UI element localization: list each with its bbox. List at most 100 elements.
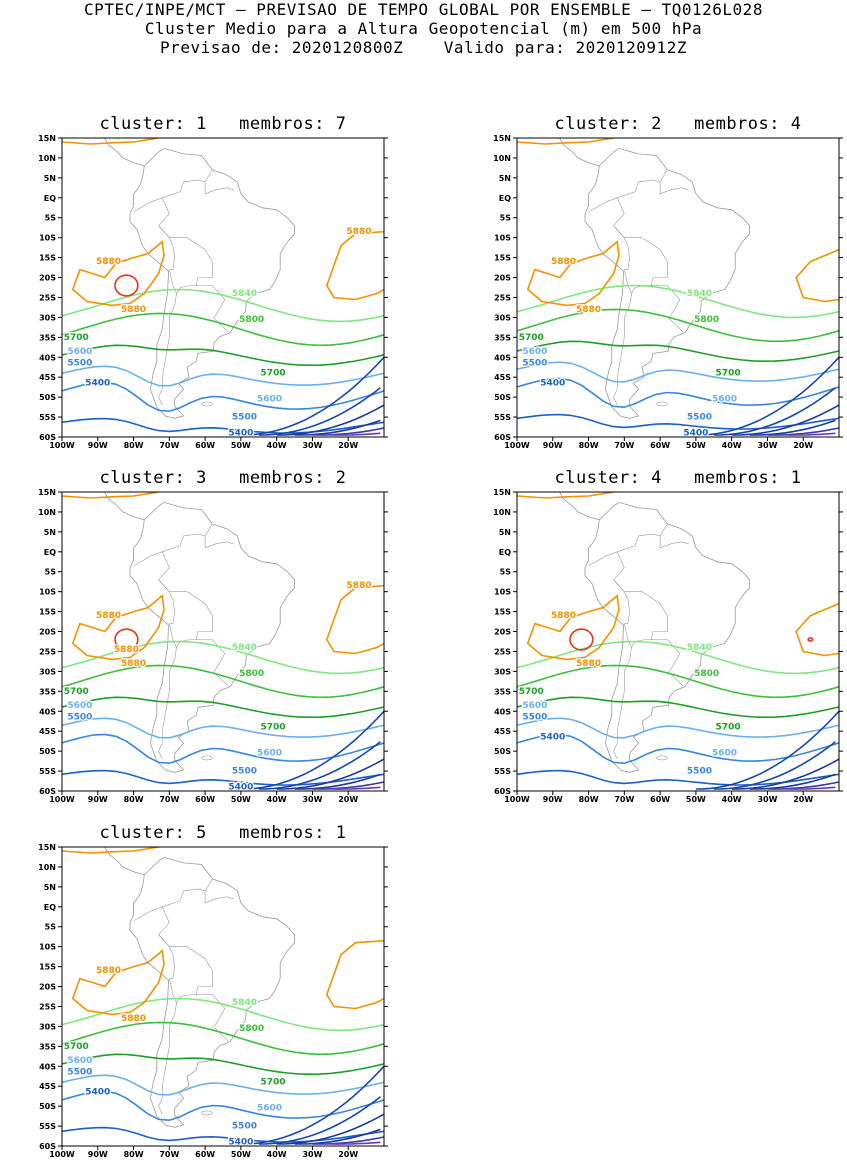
longitude-tick-label: 50W bbox=[231, 1150, 251, 1159]
latitude-tick-label: 60S bbox=[494, 433, 511, 442]
contour-line bbox=[62, 365, 384, 387]
longitude-tick-label: 20W bbox=[338, 795, 358, 804]
latitude-tick-label: 10N bbox=[493, 154, 511, 163]
contour-line bbox=[517, 640, 839, 675]
contour-line bbox=[62, 847, 159, 854]
geopotential-map: 5880588058805840580057005700560056005500… bbox=[38, 134, 388, 450]
latitude-tick-label: 45S bbox=[39, 1082, 56, 1091]
latitude-tick-label: 20S bbox=[39, 274, 56, 283]
latitude-tick-label: 5S bbox=[45, 923, 57, 932]
contour-line bbox=[526, 594, 620, 661]
contour-label: 5400 bbox=[228, 783, 253, 793]
coastline-south-america bbox=[129, 501, 295, 773]
panel-title: cluster: 5 membros: 1 bbox=[62, 823, 384, 843]
longitude-tick-label: 40W bbox=[267, 795, 287, 804]
contour-line bbox=[312, 1136, 384, 1145]
longitude-tick-label: 30W bbox=[757, 441, 777, 450]
latitude-tick-label: 10N bbox=[38, 508, 56, 517]
latitude-tick-label: 5N bbox=[44, 883, 56, 892]
coastline-south-america bbox=[129, 147, 295, 419]
longitude-tick-label: 20W bbox=[793, 795, 813, 804]
header-line-3: Previsao de: 2020120800Z Valido para: 20… bbox=[160, 38, 687, 57]
country-border bbox=[204, 181, 234, 195]
contour-label: 5880 bbox=[121, 1014, 146, 1024]
latitude-tick-label: 10S bbox=[39, 943, 56, 952]
latitude-tick-label: 45S bbox=[494, 373, 511, 382]
country-border bbox=[158, 197, 188, 238]
panel-title: cluster: 4 membros: 1 bbox=[517, 468, 839, 488]
contour-label: 5800 bbox=[694, 669, 719, 679]
longitude-tick-label: 100W bbox=[49, 1150, 75, 1159]
latitude-tick-label: 15S bbox=[39, 608, 56, 617]
latitude-tick-label: 20S bbox=[39, 983, 56, 992]
contour-line bbox=[71, 594, 165, 661]
latitude-tick-label: 40S bbox=[39, 707, 56, 716]
contour-line bbox=[713, 387, 836, 436]
contour-line bbox=[713, 741, 836, 790]
contour-label: 5600 bbox=[257, 749, 282, 759]
country-border bbox=[176, 285, 198, 294]
contour-line bbox=[517, 138, 614, 145]
latitude-tick-label: 5S bbox=[45, 214, 57, 223]
longitude-tick-label: 30W bbox=[302, 1150, 322, 1159]
latitude-tick-label: 10S bbox=[39, 588, 56, 597]
latitude-tick-label: 45S bbox=[39, 373, 56, 382]
longitude-tick-label: 70W bbox=[614, 795, 634, 804]
latitude-tick-label: 35S bbox=[39, 333, 56, 342]
country-border bbox=[631, 639, 653, 648]
contour-label: 5400 bbox=[540, 379, 565, 389]
latitude-tick-label: 25S bbox=[494, 647, 511, 656]
contour-line bbox=[258, 741, 381, 790]
contour-line bbox=[62, 696, 384, 719]
latitude-tick-label: 45S bbox=[39, 727, 56, 736]
contour-line bbox=[294, 419, 381, 436]
longitude-tick-label: 20W bbox=[793, 441, 813, 450]
contour-line bbox=[62, 417, 384, 434]
longitude-tick-label: 100W bbox=[49, 441, 75, 450]
country-border bbox=[176, 639, 198, 648]
contour-label: 5880 bbox=[346, 227, 371, 237]
cluster-label: cluster: 1 bbox=[99, 114, 207, 134]
cluster-label: cluster: 5 bbox=[99, 823, 207, 843]
latitude-tick-label: EQ bbox=[44, 548, 56, 557]
latitude-tick-label: 35S bbox=[494, 687, 511, 696]
contour-label: 5880 bbox=[551, 611, 576, 621]
latitude-tick-label: 40S bbox=[39, 1062, 56, 1071]
coastline-central-america bbox=[104, 492, 145, 521]
country-border bbox=[613, 197, 643, 238]
contour-line bbox=[785, 786, 836, 790]
latitude-tick-label: EQ bbox=[44, 903, 56, 912]
contour-label: 5700 bbox=[64, 333, 89, 343]
contour-line bbox=[785, 432, 836, 436]
latitude-tick-label: 10S bbox=[39, 234, 56, 243]
contour-line bbox=[795, 602, 839, 657]
members-label: membros: 2 bbox=[239, 468, 347, 488]
latitude-tick-label: 20S bbox=[494, 628, 511, 637]
contour-line bbox=[517, 717, 839, 739]
longitude-tick-label: 80W bbox=[124, 795, 144, 804]
contour-line bbox=[62, 640, 384, 675]
contour-label: 5400 bbox=[540, 733, 565, 743]
contour-label: 5880 bbox=[96, 966, 121, 976]
latitude-tick-label: 55S bbox=[39, 1122, 56, 1131]
coastline-south-america bbox=[584, 147, 750, 419]
header-line-2: Cluster Medio para a Altura Geopotencial… bbox=[144, 19, 703, 38]
country-border bbox=[158, 978, 177, 1115]
country-border bbox=[133, 878, 213, 922]
contour-label: 5600 bbox=[522, 701, 547, 711]
contour-label: 5600 bbox=[257, 395, 282, 405]
contour-label: 5700 bbox=[261, 1078, 286, 1088]
contour-line bbox=[62, 717, 384, 739]
map-panel-cluster-4: cluster: 4 membros: 1 5880 5880 5840 5800 570… bbox=[493, 468, 843, 804]
longitude-tick-label: 60W bbox=[650, 441, 670, 450]
latitude-tick-label: EQ bbox=[499, 548, 511, 557]
contour-label: 5600 bbox=[67, 701, 92, 711]
contour-label: 5600 bbox=[257, 1104, 282, 1114]
contour-label: 5400 bbox=[85, 379, 110, 389]
contour-label: 5840 bbox=[687, 643, 712, 653]
contour-line bbox=[517, 733, 839, 765]
latitude-tick-label: 30S bbox=[494, 313, 511, 322]
contour-label: 5700 bbox=[716, 369, 741, 379]
country-border bbox=[613, 623, 632, 760]
latitude-tick-label: 20S bbox=[39, 628, 56, 637]
